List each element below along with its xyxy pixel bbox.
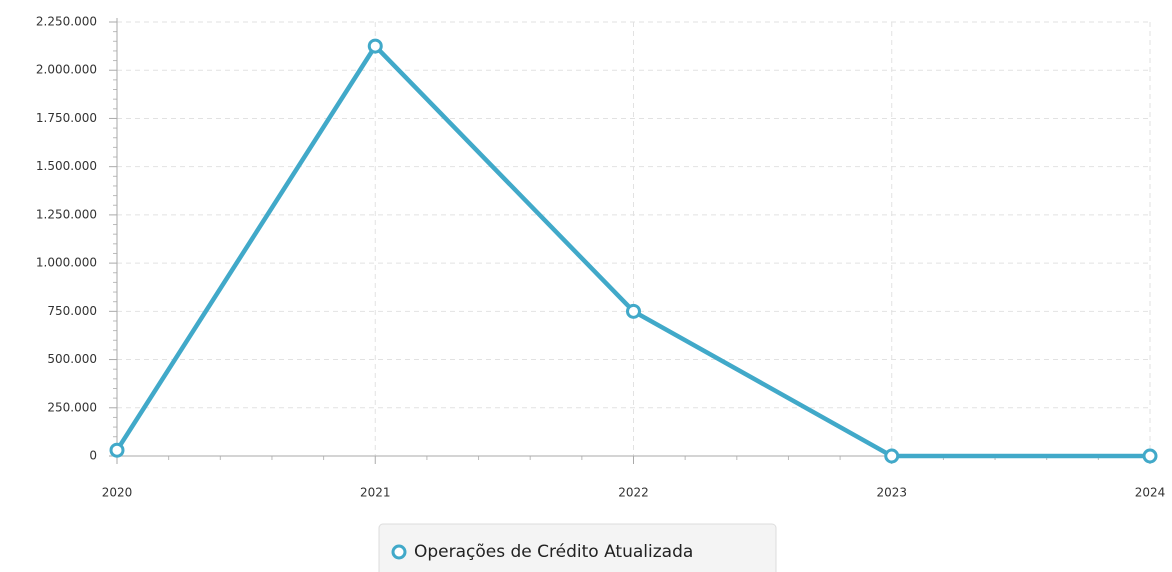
legend-label: Operações de Crédito Atualizada — [414, 542, 693, 562]
y-tick-label: 1.000.000 — [36, 256, 97, 270]
point — [109, 442, 125, 458]
x-tick-label: 2024 — [1135, 486, 1166, 500]
legend-box — [378, 523, 777, 572]
y-tick-label: 500.000 — [47, 352, 97, 366]
y-tick-label: 2.250.000 — [36, 15, 97, 29]
legend: Operações de Crédito Atualizada — [378, 523, 777, 572]
x-tick-label: 2022 — [618, 486, 649, 500]
legend-marker — [391, 544, 407, 560]
point — [1142, 448, 1158, 464]
y-tick-label: 1.500.000 — [36, 159, 97, 173]
x-tick-label: 2020 — [102, 486, 133, 500]
x-tick-label: 2021 — [360, 486, 391, 500]
point — [367, 38, 383, 54]
y-tick-label: 1.250.000 — [36, 207, 97, 221]
y-tick-label: 1.750.000 — [36, 111, 97, 125]
y-tick-label: 250.000 — [47, 400, 97, 414]
y-tick-label: 0 — [89, 449, 97, 463]
y-tick-label: 750.000 — [47, 304, 97, 318]
x-tick-label: 2023 — [876, 486, 907, 500]
point — [884, 448, 900, 464]
point — [626, 303, 641, 319]
y-tick-label: 2.000.000 — [36, 63, 97, 77]
